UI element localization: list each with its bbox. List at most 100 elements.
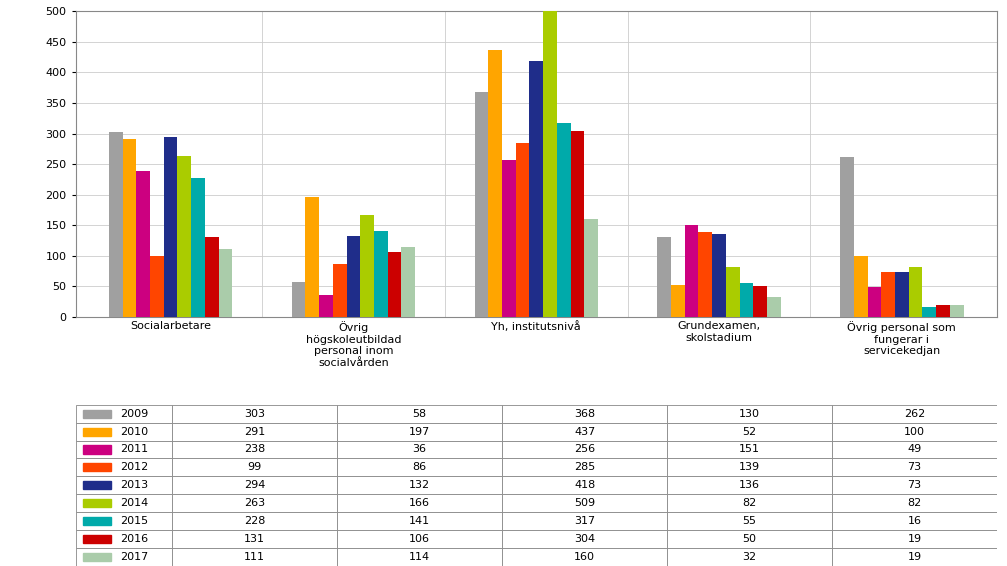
Bar	[502, 405, 667, 423]
Bar	[840, 157, 854, 317]
Bar	[76, 530, 172, 548]
Bar	[543, 6, 557, 317]
Bar	[136, 171, 150, 317]
Text: 263: 263	[244, 498, 265, 508]
Bar	[123, 139, 136, 317]
Bar	[164, 137, 177, 317]
Bar	[177, 156, 191, 317]
Bar	[832, 423, 997, 440]
Bar	[667, 512, 832, 530]
Bar	[337, 530, 502, 548]
Bar	[474, 92, 488, 317]
Text: 32: 32	[742, 552, 756, 562]
Text: 2014: 2014	[120, 498, 148, 508]
Text: 368: 368	[574, 409, 595, 419]
Text: 2015: 2015	[120, 516, 148, 526]
Text: 2012: 2012	[120, 462, 148, 473]
Bar	[502, 512, 667, 530]
Bar	[172, 440, 337, 458]
Bar	[922, 307, 937, 317]
Text: 136: 136	[739, 481, 760, 490]
Bar	[502, 458, 667, 477]
Bar	[685, 225, 699, 317]
Text: Yh, institutsnivå: Yh, institutsnivå	[491, 321, 581, 332]
Bar	[204, 237, 219, 317]
Bar	[854, 256, 868, 317]
Bar	[346, 236, 361, 317]
Bar	[530, 62, 543, 317]
Bar	[667, 494, 832, 512]
Bar	[832, 440, 997, 458]
Bar	[502, 548, 667, 566]
Bar	[337, 494, 502, 512]
Bar	[172, 530, 337, 548]
Bar	[739, 284, 753, 317]
Text: 2017: 2017	[120, 552, 148, 562]
Bar	[667, 530, 832, 548]
Bar	[76, 477, 172, 494]
Text: Grundexamen,
skolstadium: Grundexamen, skolstadium	[678, 321, 760, 342]
Text: 2016: 2016	[120, 534, 148, 544]
Bar	[191, 178, 204, 317]
Bar	[667, 548, 832, 566]
Bar	[937, 305, 950, 317]
Bar	[502, 477, 667, 494]
Text: 139: 139	[739, 462, 760, 473]
Bar	[76, 548, 172, 566]
Bar	[83, 499, 111, 507]
Bar	[219, 249, 233, 317]
Bar	[333, 264, 346, 317]
Bar	[584, 219, 598, 317]
Text: 197: 197	[409, 427, 430, 436]
Bar	[667, 477, 832, 494]
Bar	[388, 252, 402, 317]
Bar	[767, 297, 780, 317]
Text: Övrig personal som
fungerar i
servicekedjan: Övrig personal som fungerar i serviceked…	[848, 321, 957, 356]
Bar	[76, 512, 172, 530]
Text: 2009: 2009	[120, 409, 148, 419]
Bar	[337, 477, 502, 494]
Text: 55: 55	[742, 516, 756, 526]
Bar	[361, 216, 374, 317]
Bar	[832, 548, 997, 566]
Text: 16: 16	[907, 516, 921, 526]
Bar	[83, 553, 111, 561]
Bar	[502, 494, 667, 512]
Bar	[667, 423, 832, 440]
Bar	[658, 238, 671, 317]
Text: 111: 111	[245, 552, 265, 562]
Text: 52: 52	[742, 427, 756, 436]
Bar	[571, 131, 584, 317]
Text: 294: 294	[244, 481, 266, 490]
Bar	[337, 423, 502, 440]
Bar	[83, 517, 111, 525]
Bar	[832, 458, 997, 477]
Text: 82: 82	[742, 498, 756, 508]
Text: 73: 73	[907, 481, 921, 490]
Text: 285: 285	[574, 462, 595, 473]
Text: 160: 160	[574, 552, 595, 562]
Text: 151: 151	[739, 444, 760, 454]
Text: Socialarbetare: Socialarbetare	[130, 321, 211, 331]
Bar	[76, 405, 172, 423]
Bar	[83, 410, 111, 418]
Bar	[726, 267, 739, 317]
Text: 36: 36	[413, 444, 427, 454]
Bar	[83, 427, 111, 436]
Text: 2013: 2013	[120, 481, 148, 490]
Text: 130: 130	[739, 409, 760, 419]
Bar	[172, 405, 337, 423]
Bar	[501, 161, 516, 317]
Bar	[337, 405, 502, 423]
Bar	[76, 458, 172, 477]
Bar	[488, 50, 501, 317]
Text: 19: 19	[907, 534, 921, 544]
Text: 2010: 2010	[120, 427, 148, 436]
Bar	[667, 405, 832, 423]
Bar	[83, 535, 111, 543]
Bar	[83, 445, 111, 453]
Bar	[337, 512, 502, 530]
Text: 131: 131	[245, 534, 265, 544]
Bar	[172, 423, 337, 440]
Bar	[667, 458, 832, 477]
